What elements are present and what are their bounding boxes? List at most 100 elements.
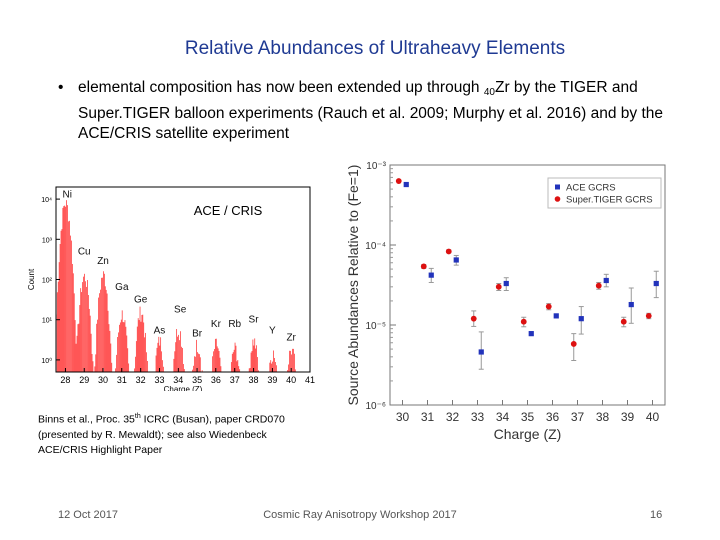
histogram-bar (194, 356, 195, 372)
x-tick-label: 37 (571, 410, 585, 424)
histogram-bar (270, 360, 272, 372)
histogram-bar (236, 361, 238, 372)
histogram-bar (94, 366, 96, 372)
histogram-bar (100, 289, 101, 372)
data-point-ace-gcrs (553, 313, 559, 319)
histogram-bar (291, 354, 292, 372)
x-axis-label: Charge (Z) (494, 426, 562, 442)
histogram-bar (294, 369, 296, 372)
histogram-bar (90, 333, 92, 372)
histogram-bar (290, 350, 291, 372)
footer-page-number: 16 (650, 509, 663, 521)
histogram-bar (95, 354, 97, 372)
histogram-bar (146, 352, 147, 372)
histogram-bar (179, 340, 180, 372)
data-point-ace-gcrs (503, 280, 509, 287)
x-tick-label: 37 (230, 375, 240, 385)
y-tick-label: 10⁴ (41, 197, 52, 204)
histogram-bar (87, 295, 89, 372)
x-tick-label: 36 (546, 410, 560, 424)
histogram-bar (232, 352, 234, 372)
legend-marker (554, 196, 561, 202)
footer-date: 12 Oct 2017 (58, 509, 118, 521)
histogram-bar (109, 330, 111, 372)
histogram-bar (198, 353, 199, 372)
x-tick-label: 30 (98, 375, 108, 385)
histogram-bar (127, 348, 129, 372)
histogram-bar (198, 354, 200, 372)
histogram-bar (140, 321, 142, 372)
histogram-bar (143, 322, 145, 372)
histogram-bar (257, 357, 258, 372)
histogram-bar (271, 363, 273, 372)
histogram-bar (121, 310, 123, 372)
element-label-cu: Cu (78, 246, 91, 257)
y-tick-label: 10³ (42, 237, 53, 244)
histogram-bar (135, 356, 136, 372)
histogram-bar (115, 368, 116, 372)
data-point-ace-gcrs (478, 349, 484, 355)
histogram-bar (119, 324, 120, 372)
x-tick-label: 40 (646, 410, 660, 424)
data-point-supertiger-gcrs (545, 303, 552, 310)
histogram-bar (219, 357, 221, 372)
x-axis-label: Charge (Z) (164, 385, 203, 391)
histogram-bar (249, 367, 251, 372)
histogram-bar (231, 353, 233, 372)
element-label-ge: Ge (134, 294, 148, 305)
data-point-supertiger-gcrs (620, 318, 627, 325)
data-point-supertiger-gcrs (470, 315, 477, 322)
histogram-bar (82, 282, 83, 372)
legend-marker (555, 184, 560, 190)
histogram-bar (75, 343, 77, 372)
data-point-supertiger-gcrs (495, 283, 502, 290)
citation-line-1: Binns et al., Proc. 35th ICRC (Busan), p… (38, 409, 328, 428)
histogram-bar (273, 350, 274, 372)
x-tick-label: 32 (136, 375, 146, 385)
footer-event: Cosmic Ray Anisotropy Workshop 2017 (263, 509, 457, 521)
y-axis-label: Count (27, 268, 36, 290)
histogram-bar (178, 334, 179, 372)
histogram-bar (74, 320, 76, 372)
histogram-bar (64, 205, 66, 372)
histogram-bar (289, 350, 290, 372)
histogram-bar (201, 370, 203, 372)
histogram-bar (251, 351, 253, 372)
histogram-bar (197, 352, 198, 372)
histogram-bar (87, 280, 88, 372)
histogram-bar (141, 314, 143, 372)
histogram-bar (272, 361, 273, 372)
histogram-bar (104, 286, 106, 372)
histogram-bar (193, 365, 194, 372)
histogram-bar (288, 364, 289, 372)
data-point-ace-gcrs (628, 301, 634, 308)
histogram-bar (217, 348, 219, 372)
histogram-bar (235, 345, 237, 372)
plot-frame (55, 186, 311, 373)
element-label-ga: Ga (115, 282, 129, 293)
histogram-bar (196, 339, 197, 372)
chart-annotation: ACE / CRIS (194, 203, 263, 218)
x-tick-label: 30 (396, 410, 410, 424)
histogram-bar (85, 281, 86, 372)
y-tick-label: 10⁻⁶ (365, 401, 386, 412)
histogram-bar (98, 297, 99, 372)
histogram-bar (120, 319, 122, 372)
citation-line-3: ACE/CRIS Highlight Paper (38, 443, 163, 456)
histogram-bar (99, 293, 100, 372)
element-label-zn: Zn (97, 256, 109, 267)
y-tick-label: 10² (42, 278, 53, 285)
histogram-bar (60, 230, 62, 372)
histogram-bar (96, 323, 98, 372)
data-point-ace-gcrs (453, 257, 459, 263)
x-tick-label: 31 (117, 375, 127, 385)
histogram-bar (294, 353, 295, 372)
histogram-bar (106, 293, 108, 372)
histogram-bar (238, 366, 240, 372)
histogram-bar (61, 229, 63, 372)
y-tick-label: 10⁻⁵ (365, 321, 386, 332)
x-tick-label: 33 (471, 410, 485, 424)
data-point-ace-gcrs (428, 272, 434, 278)
histogram-bar (69, 220, 70, 372)
data-point-ace-gcrs (603, 277, 609, 284)
